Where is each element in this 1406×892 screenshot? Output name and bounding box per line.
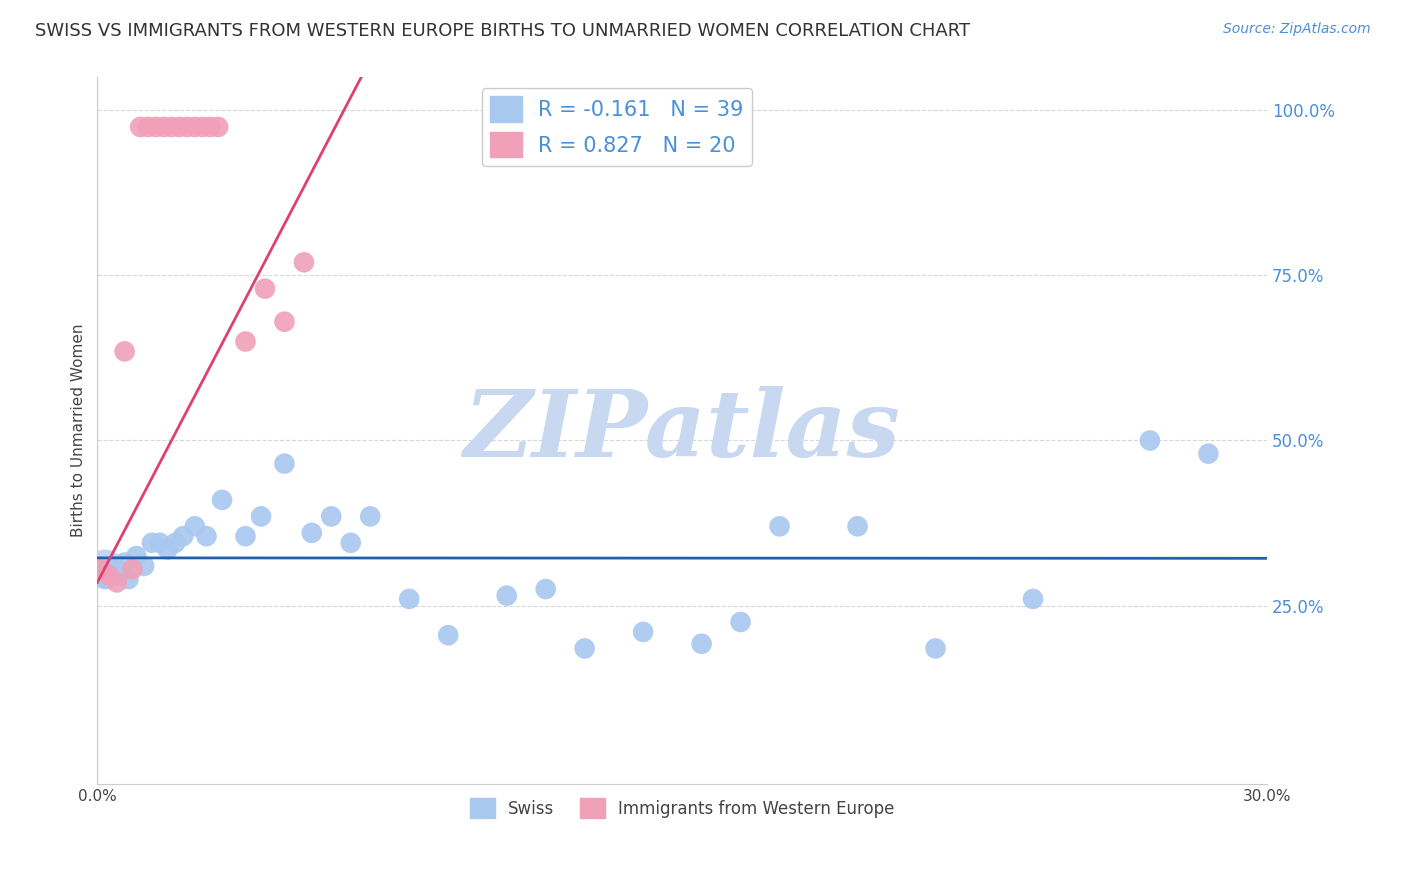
Point [94, 572, 117, 586]
Point [105, 569, 128, 583]
Y-axis label: Births to Unmarried Women: Births to Unmarried Women [72, 324, 86, 537]
Point [105, 575, 128, 590]
Point [730, 615, 752, 629]
Point [117, 572, 139, 586]
Point [125, 549, 148, 563]
Point [359, 509, 381, 524]
Point [184, 519, 207, 533]
Point [165, 536, 187, 550]
Point [156, 542, 179, 557]
Point [90, 562, 112, 576]
Point [398, 591, 420, 606]
Point [846, 519, 869, 533]
Point [273, 457, 295, 471]
Point [114, 556, 136, 570]
Text: ZIPatlas: ZIPatlas [464, 385, 901, 475]
Point [191, 120, 214, 134]
Point [176, 120, 198, 134]
Point [437, 628, 460, 642]
Point [250, 509, 273, 524]
Point [321, 509, 343, 524]
Point [195, 529, 218, 543]
Point [200, 120, 222, 134]
Point [160, 120, 183, 134]
Point [114, 344, 136, 359]
Point [1022, 591, 1045, 606]
Point [98, 569, 121, 583]
Point [184, 120, 207, 134]
Point [101, 558, 124, 573]
Point [534, 582, 557, 596]
Point [1139, 434, 1161, 448]
Point [145, 120, 167, 134]
Point [574, 641, 596, 656]
Point [339, 536, 361, 550]
Point [924, 641, 946, 656]
Point [253, 282, 276, 296]
Point [273, 315, 295, 329]
Point [301, 525, 323, 540]
Legend: Swiss, Immigrants from Western Europe: Swiss, Immigrants from Western Europe [464, 791, 901, 825]
Point [172, 529, 194, 543]
Point [152, 120, 174, 134]
Point [149, 536, 172, 550]
Point [1197, 447, 1219, 461]
Point [207, 120, 229, 134]
Point [141, 536, 163, 550]
Text: Source: ZipAtlas.com: Source: ZipAtlas.com [1223, 22, 1371, 37]
Point [690, 637, 713, 651]
Point [768, 519, 790, 533]
Point [134, 558, 156, 573]
Point [235, 334, 257, 349]
Point [110, 566, 132, 580]
Point [235, 529, 257, 543]
Text: SWISS VS IMMIGRANTS FROM WESTERN EUROPE BIRTHS TO UNMARRIED WOMEN CORRELATION CH: SWISS VS IMMIGRANTS FROM WESTERN EUROPE … [35, 22, 970, 40]
Point [98, 569, 121, 583]
Point [136, 120, 159, 134]
Point [495, 589, 517, 603]
Point [292, 255, 315, 269]
Point [129, 120, 152, 134]
Point [631, 624, 654, 639]
Point [94, 562, 117, 576]
Point [121, 562, 143, 576]
Point [211, 492, 233, 507]
Point [167, 120, 190, 134]
Point [90, 562, 112, 576]
